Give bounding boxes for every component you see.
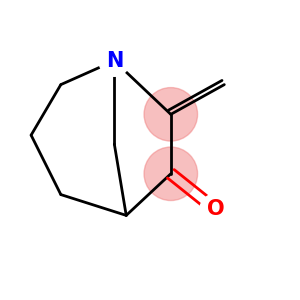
Circle shape — [99, 45, 130, 76]
Circle shape — [144, 88, 198, 141]
Circle shape — [144, 147, 198, 200]
Text: O: O — [207, 200, 224, 219]
Circle shape — [200, 194, 231, 225]
Text: N: N — [106, 51, 123, 71]
